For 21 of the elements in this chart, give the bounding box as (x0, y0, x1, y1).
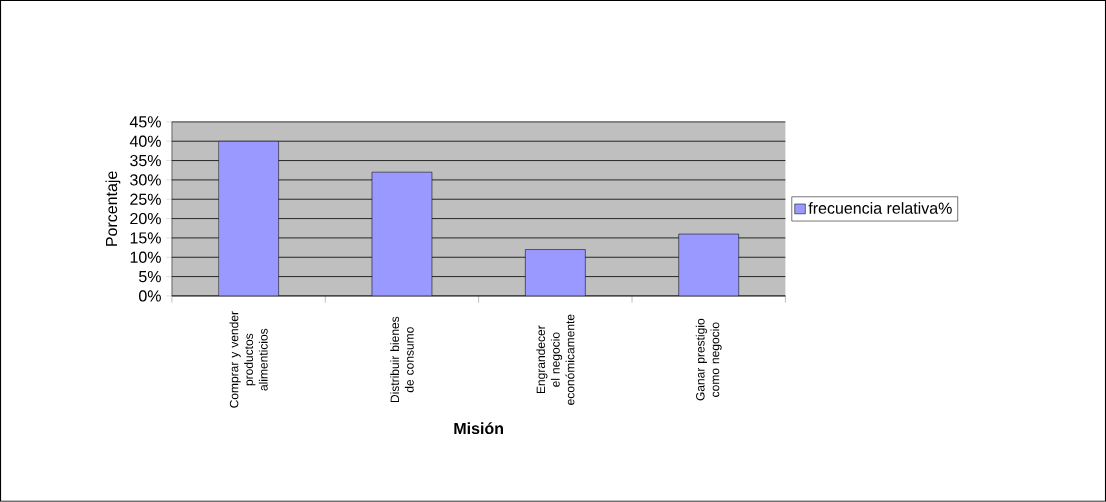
x-tick-label: Ganar prestigio como negocio (695, 318, 722, 401)
bar (525, 249, 586, 297)
legend-label: frecuencia relativa% (808, 202, 952, 214)
y-tick-label: 20% (130, 213, 161, 225)
y-tick-label: 5% (139, 271, 161, 283)
y-tick-label: 0% (139, 290, 161, 302)
y-tick-label: 45% (129, 116, 161, 128)
y-tick-label: 15% (130, 232, 161, 244)
y-axis-title: Porcentaje (105, 171, 121, 246)
y-tick-label: 35% (130, 154, 161, 167)
y-tick-label: 25% (130, 193, 161, 205)
bar (218, 141, 279, 297)
x-tick-label: Comprar y vender productos alimenticios (229, 311, 268, 408)
y-tick-label: 30% (130, 174, 161, 186)
bar (678, 233, 739, 297)
x-tick-label: Distribuir bienes de consumo (390, 316, 414, 403)
y-tick-label: 40% (129, 135, 161, 147)
y-tick-label: 10% (130, 251, 161, 263)
x-axis-title: Misión (454, 422, 504, 435)
x-tick-label: Engrandecer el negocio económicamente (536, 314, 575, 405)
bar (371, 172, 432, 297)
